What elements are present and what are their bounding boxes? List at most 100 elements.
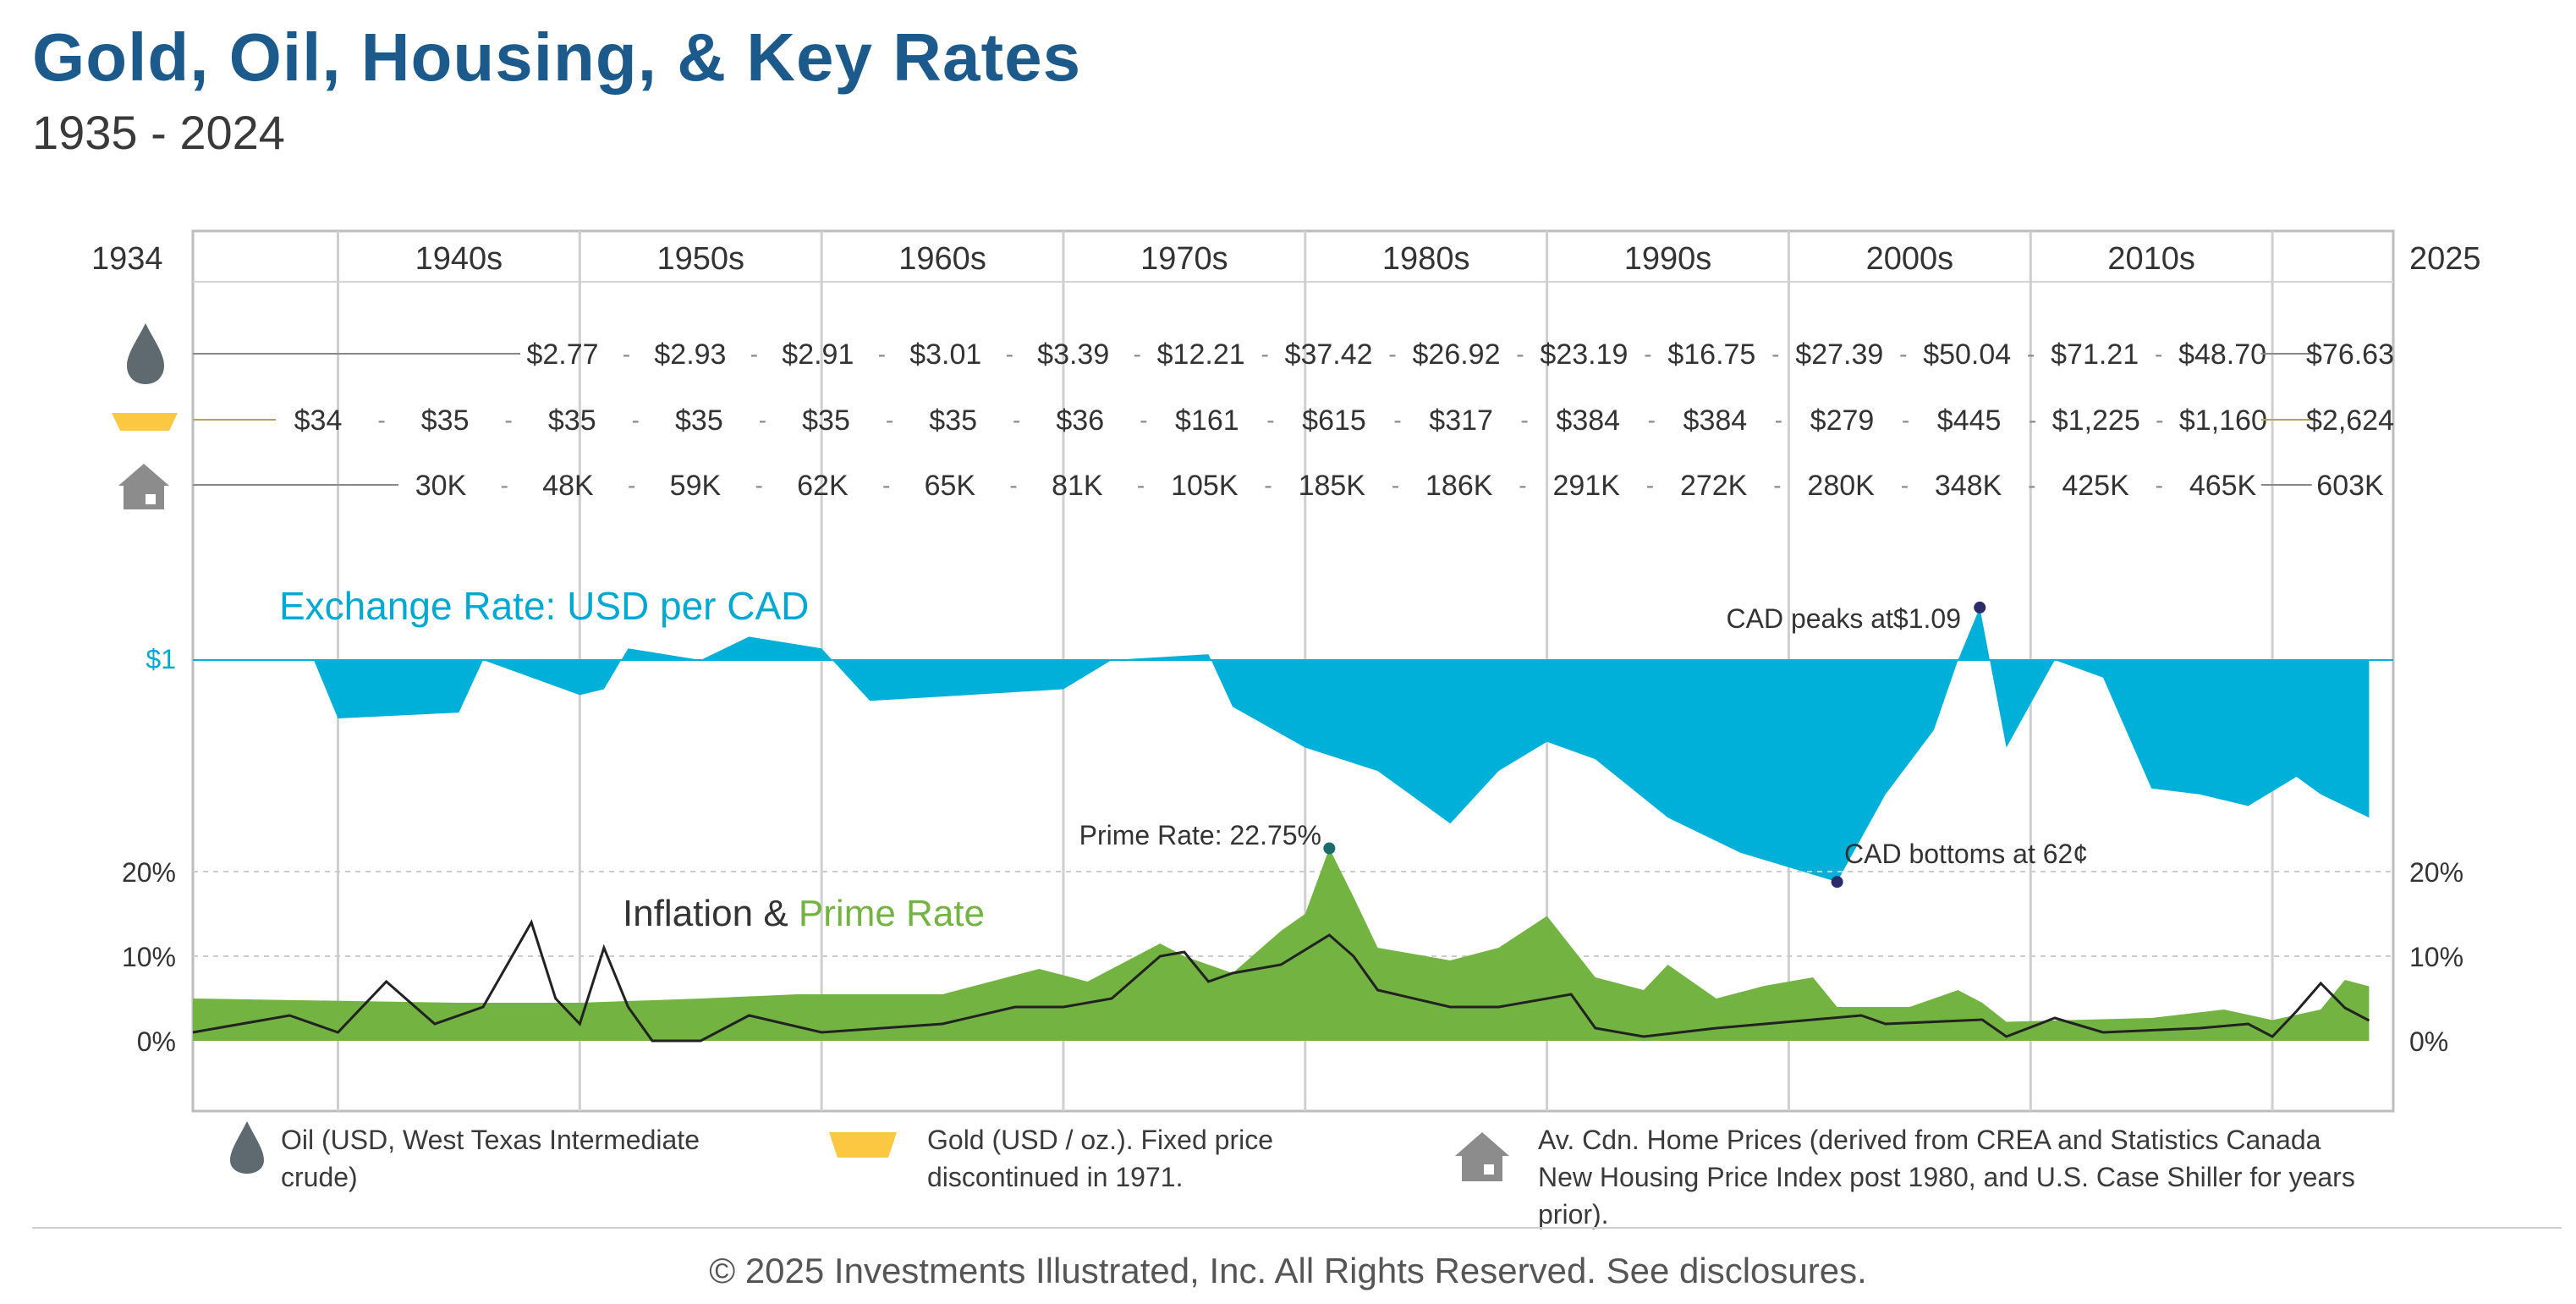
oil-price-value: $27.39 xyxy=(1795,338,1883,371)
gold-price-separator: - xyxy=(886,407,893,433)
page-title: Gold, Oil, Housing, & Key Rates xyxy=(32,19,1082,95)
prime-rate-area xyxy=(193,848,2370,1041)
home-price-separator: - xyxy=(2156,472,2163,498)
oil-price-value: $2.91 xyxy=(782,338,854,371)
home-price-value: 272K xyxy=(1680,470,1748,502)
home-price-separator: - xyxy=(1264,472,1272,498)
gold-bar-icon xyxy=(112,413,178,431)
gold-price-value: $1,225 xyxy=(2052,404,2140,437)
decade-label: 1960s xyxy=(898,241,986,277)
oil-price-value: $48.70 xyxy=(2178,338,2266,371)
end-year-label: 2025 xyxy=(2409,241,2481,277)
oil-price-separator: - xyxy=(1644,341,1651,367)
home-price-value: 425K xyxy=(2062,470,2129,502)
gold-price-value: $35 xyxy=(421,404,470,437)
oil-price-separator: - xyxy=(2155,341,2162,367)
oil-price-value: $50.04 xyxy=(1923,338,2011,371)
chart-frame xyxy=(191,229,2395,1113)
oil-price-separator: - xyxy=(2027,341,2035,367)
oil-price-separator: - xyxy=(1899,341,1907,367)
chart: 1940s 1950s 1960s 1970s 1980s 1990s 2000s 2010s… xyxy=(91,229,2481,1113)
gold-price-separator: - xyxy=(1140,407,1147,433)
rate-tick-left: 0% xyxy=(137,1026,176,1057)
home-price-value: 465K xyxy=(2189,470,2257,502)
home-price-value: 186K xyxy=(1425,470,1493,502)
cad-peak-annotation: CAD peaks at$1.09 xyxy=(1727,603,1962,634)
home-price-separator: - xyxy=(1137,472,1145,498)
house-icon xyxy=(118,464,169,509)
gold-price-separator: - xyxy=(1521,407,1529,433)
oil-price-separator: - xyxy=(750,341,758,367)
gold-price-separator: - xyxy=(1013,407,1020,433)
footer-copyright: © 2025 Investments Illustrated, Inc. All… xyxy=(709,1251,1867,1290)
gold-price-separator: - xyxy=(1902,407,1909,433)
home-price-separator: - xyxy=(1773,472,1781,498)
home-price-value: 603K xyxy=(2316,470,2384,502)
home-price-value: 30K xyxy=(415,470,467,502)
cad-bottom-marker xyxy=(1831,876,1843,889)
oil-price-value: $3.01 xyxy=(909,338,981,371)
home-price-separator: - xyxy=(501,472,508,498)
gold-price-value: $161 xyxy=(1175,404,1239,437)
decade-label: 1990s xyxy=(1624,241,1712,277)
oil-price-separator: - xyxy=(623,341,630,367)
home-price-separator: - xyxy=(1519,472,1526,498)
gold-price-value: $317 xyxy=(1429,404,1493,437)
decade-label: 2000s xyxy=(1866,241,1954,277)
oil-price-separator: - xyxy=(878,341,886,367)
inflation-line xyxy=(192,919,2370,1043)
gold-price-value: $384 xyxy=(1683,404,1748,437)
gold-price-value: $36 xyxy=(1056,404,1104,437)
start-year-label: 1934 xyxy=(91,241,163,277)
rate-tick-left: 20% xyxy=(122,857,176,888)
home-price-separator: - xyxy=(1392,472,1399,498)
oil-drop-icon xyxy=(127,323,164,384)
home-price-separator: - xyxy=(1646,472,1654,498)
rate-tick-right: 0% xyxy=(2409,1026,2448,1057)
home-price-value: 185K xyxy=(1299,470,1366,502)
rate-tick-right: 10% xyxy=(2409,942,2463,972)
gold-price-separator: - xyxy=(2029,407,2036,433)
home-price-separator: - xyxy=(628,472,635,498)
gold-price-separator: - xyxy=(377,407,385,433)
legend-gold-icon xyxy=(829,1132,897,1162)
gold-price-value: $1,160 xyxy=(2179,404,2267,437)
oil-price-value: $23.19 xyxy=(1540,338,1628,371)
gold-price-separator: - xyxy=(1648,407,1656,433)
gold-price-separator: - xyxy=(632,407,640,433)
oil-price-separator: - xyxy=(1516,341,1524,367)
gold-price-separator: - xyxy=(1393,407,1401,433)
rate-title-inflation: Inflation & xyxy=(623,893,788,934)
gold-price-separator: - xyxy=(1775,407,1782,433)
exchange-ref-label: $1 xyxy=(146,644,176,674)
oil-price-separator: - xyxy=(1771,341,1779,367)
oil-price-separator: - xyxy=(1006,341,1013,367)
oil-price-value: $76.63 xyxy=(2306,338,2394,371)
home-price-separator: - xyxy=(755,472,763,498)
oil-price-value: $26.92 xyxy=(1413,338,1501,371)
home-price-value: 65K xyxy=(925,470,976,502)
decade-label: 1970s xyxy=(1140,241,1228,277)
cad-bottom-annotation: CAD bottoms at 62¢ xyxy=(1844,839,2088,869)
gold-price-separator: - xyxy=(1266,407,1274,433)
exchange-title: Exchange Rate: USD per CAD xyxy=(279,584,809,628)
legend-gold-text: Gold (USD / oz.). Fixed price discontinu… xyxy=(927,1125,1273,1192)
gold-price-separator: - xyxy=(2156,407,2163,433)
home-price-separator: - xyxy=(882,472,890,498)
rate-tick-right: 20% xyxy=(2409,857,2463,888)
decade-label: 2010s xyxy=(2107,241,2195,277)
gold-price-separator: - xyxy=(505,407,513,433)
footer-divider xyxy=(32,1227,2562,1229)
gold-price-value: $2,624 xyxy=(2306,404,2394,437)
gold-price-separator: - xyxy=(759,407,766,433)
legend-house-text: Av. Cdn. Home Prices (derived from CREA … xyxy=(1538,1125,2355,1230)
prime-peak-marker xyxy=(1323,842,1336,855)
gold-price-value: $34 xyxy=(294,404,343,437)
home-price-value: 48K xyxy=(542,470,594,502)
home-price-value: 59K xyxy=(670,470,722,502)
oil-price-value: $37.42 xyxy=(1285,338,1373,371)
exchange-rate-area xyxy=(193,607,2370,883)
gold-price-value: $35 xyxy=(802,404,850,437)
legend-oil-text: Oil (USD, West Texas Intermediate crude) xyxy=(281,1125,700,1192)
home-price-value: 291K xyxy=(1552,470,1620,502)
